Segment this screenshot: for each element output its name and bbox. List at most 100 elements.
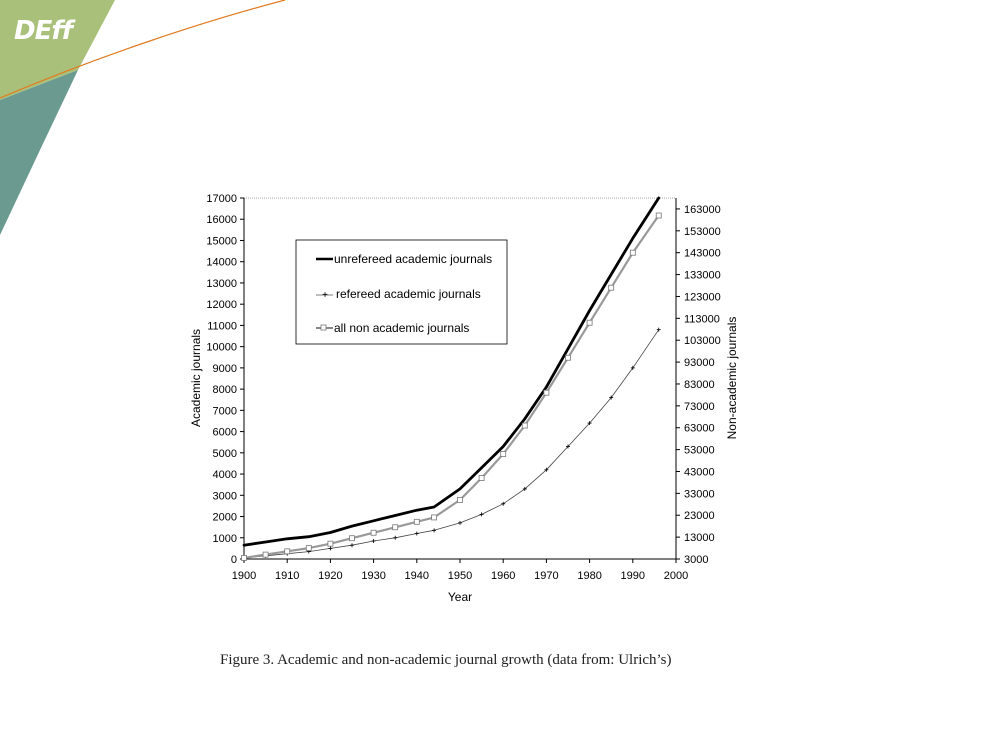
series-nonacademic-point [629,249,636,256]
series-refereed-point [544,467,549,472]
y-tick-label: 17000 [206,193,237,205]
orange-swoosh [0,0,286,99]
x-tick-label: 1970 [534,570,558,582]
y-tick-label: 13000 [206,278,237,290]
y2-tick-label: 113000 [684,313,720,325]
series-nonacademic-point [327,540,334,547]
y-tick-label: 11000 [207,320,237,332]
y2-tick-label: 73000 [684,401,715,413]
series-nonacademic-point [305,545,312,551]
series-refereed-point [414,531,419,536]
series-nonacademic-line [242,214,660,560]
x-tick-label: 2000 [664,570,688,582]
series-refereed-point [566,444,570,449]
y-tick-label: 15000 [206,235,237,247]
series-refereed-point [393,535,398,540]
x-tick-label: 1910 [275,570,299,582]
y2-tick-label: 153000 [684,226,721,238]
series-nonacademic-point [370,529,377,536]
y-tick-label: 5000 [213,448,237,460]
y2-tick-label: 13000 [684,532,715,544]
series-nonacademic-point [457,497,463,503]
y-tick-label: 14000 [206,257,237,269]
series-refereed-point [587,421,592,426]
y2-tick-label: 63000 [684,423,715,435]
x-tick-label: 1950 [448,570,472,582]
y-tick-label: 16000 [206,214,237,226]
series-nonacademic-point [655,212,662,219]
y-tick-label: 1000 [213,533,237,545]
legend-marker-nonacademic [320,324,327,331]
series-refereed-point [479,512,484,517]
deff-logo: DEff [14,16,73,46]
green-band [0,0,115,100]
series-nonacademic-point [586,319,593,326]
series-nonacademic-point [543,389,550,396]
legend-label-unrefereed: unrefereed academic journals [334,252,492,266]
series-nonacademic-point [349,535,355,542]
brand-decoration [0,0,286,235]
series-nonacademic-point [478,475,485,481]
legend: unrefereed academic journals + refereed … [295,239,508,345]
y2-tick-label: 123000 [684,291,721,303]
y-tick-label: 12000 [206,299,237,311]
y2-tick-label: 93000 [684,357,715,369]
teal-band [0,70,78,235]
x-tick-label: 1940 [405,570,429,582]
series-nonacademic-point [500,451,507,457]
series-refereed-point [656,327,661,332]
journal-growth-chart: 1900 1910 1920 1930 1940 1950 1960 1970 1980 1990… [189,193,739,604]
y2-tick-label: 133000 [684,270,721,282]
y-tick-label: 8000 [213,384,237,396]
series-nonacademic-point [392,524,399,531]
y2-tick-label: 23000 [684,510,715,522]
y-tick-label: 3000 [213,490,237,502]
x-tick-label: 1900 [232,570,256,582]
y-tick-label: 2000 [213,512,237,524]
series-refereed-point [630,365,635,370]
y-tick-label: 6000 [213,427,237,439]
ticks-layer: 1900 1910 1920 1930 1940 1950 1960 1970 1980 1990… [206,193,720,582]
series-nonacademic-point [262,551,269,558]
x-axis-title: Year [448,590,472,604]
y-tick-label: 9000 [213,363,237,375]
series-refereed-point [350,543,354,548]
x-tick-label: 1990 [621,570,645,582]
series-refereed-line [243,329,660,559]
series-nonacademic-point [565,354,571,361]
y-tick-label: 10000 [206,342,237,354]
y2-axis-title: Non-academic journals [725,317,739,440]
legend-label-refereed: refereed academic journals [336,287,481,301]
y-tick-label: 4000 [213,469,237,481]
y-tick-label: 0 [231,554,237,566]
series-nonacademic-point [431,514,437,521]
series-nonacademic-point [413,518,420,525]
y2-tick-label: 53000 [684,445,715,457]
y2-tick-label: 3000 [684,554,708,566]
series-refereed-point [458,520,462,525]
series-nonacademic-point [284,548,291,555]
series-nonacademic-point [608,284,615,291]
x-tick-label: 1960 [491,570,515,582]
legend-box [295,239,508,345]
series-refereed-point [609,395,614,400]
x-tick-label: 1980 [577,570,601,582]
series-refereed-point [328,546,333,551]
series-refereed-point [432,528,437,533]
y2-tick-label: 33000 [684,488,715,500]
series-unrefereed-line [242,196,661,547]
y2-tick-label: 83000 [684,379,715,391]
y2-tick-label: 163000 [684,204,721,216]
series-refereed-point [522,486,527,491]
x-tick-label: 1920 [318,570,342,582]
figure-caption: Figure 3. Academic and non-academic jour… [220,652,672,668]
legend-marker-refereed: + [322,290,328,301]
series-refereed-point [371,538,376,543]
series-refereed-point [501,501,506,506]
y2-tick-label: 143000 [684,248,721,260]
y-tick-label: 7000 [213,405,237,417]
legend-label-nonacademic: all non academic journals [334,321,469,335]
series-nonacademic-point [521,422,528,429]
y-axis-title: Academic journals [189,329,203,427]
y2-tick-label: 43000 [684,466,715,478]
